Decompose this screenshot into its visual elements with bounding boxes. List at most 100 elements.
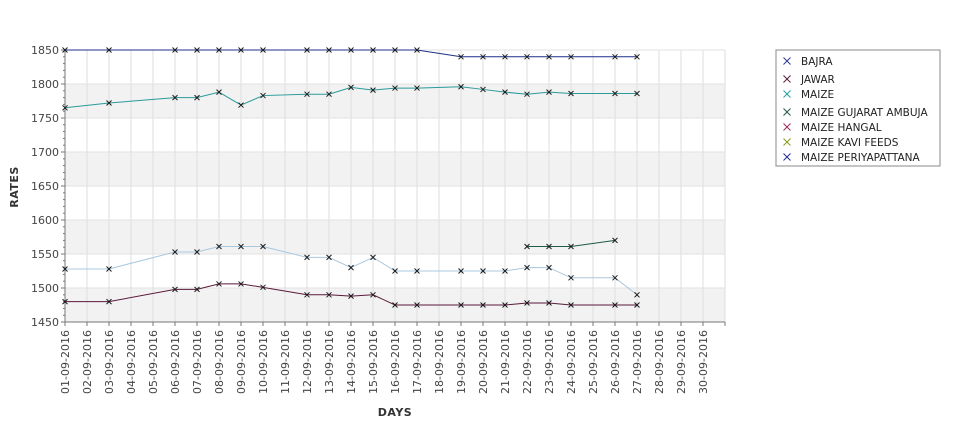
x-tick-label: 21-09-2016 <box>499 330 512 394</box>
marker-stroke <box>502 89 508 96</box>
data-point <box>568 90 574 97</box>
data-point <box>62 47 68 53</box>
data-point <box>612 90 618 97</box>
marker-stroke <box>783 153 791 161</box>
data-point <box>524 91 530 98</box>
data-point <box>480 302 486 308</box>
data-point <box>62 266 68 272</box>
marker-stroke <box>458 53 464 60</box>
x-tick-label: 27-09-2016 <box>631 330 644 394</box>
data-point <box>304 254 310 261</box>
marker-stroke <box>458 268 464 274</box>
series-maize <box>62 83 640 111</box>
marker-stroke <box>568 302 574 308</box>
x-tick-label: 18-09-2016 <box>433 330 446 394</box>
data-point <box>634 291 640 298</box>
marker-stroke <box>783 138 791 146</box>
marker-stroke <box>546 300 552 306</box>
data-point <box>546 53 552 60</box>
marker-stroke <box>62 266 68 272</box>
legend-label: BAJRA <box>801 56 833 68</box>
x-tick-label: 24-09-2016 <box>565 330 578 394</box>
data-point <box>502 268 508 274</box>
legend-marker-icon <box>783 153 791 161</box>
data-point <box>348 84 354 91</box>
legend-marker-icon <box>783 75 791 83</box>
marker-stroke <box>238 47 244 53</box>
legend-marker-icon <box>783 90 791 98</box>
marker-stroke <box>172 47 178 53</box>
data-point <box>172 286 178 293</box>
data-point <box>414 302 420 308</box>
legend-item: MAIZE PERIYAPATTANA <box>783 152 921 164</box>
x-tick-label: 01-09-2016 <box>59 330 72 394</box>
x-tick-label: 19-09-2016 <box>455 330 468 394</box>
marker-stroke <box>106 100 112 106</box>
data-point <box>260 47 266 53</box>
legend-item: MAIZE HANGAL <box>783 122 882 134</box>
data-point <box>612 274 618 281</box>
marker-stroke <box>524 243 530 250</box>
marker-stroke <box>238 102 244 108</box>
data-point <box>502 89 508 96</box>
marker-stroke <box>106 298 112 305</box>
data-point <box>370 254 376 261</box>
series-unlabeled <box>62 243 640 298</box>
data-point <box>568 53 574 60</box>
marker-stroke <box>524 264 530 271</box>
marker-stroke <box>524 300 530 306</box>
data-point <box>480 268 486 274</box>
x-tick-label: 20-09-2016 <box>477 330 490 394</box>
marker-stroke <box>414 268 420 274</box>
data-point <box>546 264 552 271</box>
data-point <box>392 268 398 274</box>
marker-stroke <box>414 85 420 91</box>
data-point <box>524 264 530 271</box>
marker-stroke <box>502 302 508 308</box>
marker-stroke <box>260 243 266 250</box>
x-tick-label: 05-09-2016 <box>147 330 160 394</box>
marker-stroke <box>612 302 618 308</box>
marker-stroke <box>634 302 640 308</box>
legend-label: MAIZE HANGAL <box>801 122 882 134</box>
marker-stroke <box>194 94 200 101</box>
data-point <box>106 298 112 305</box>
marker-stroke <box>568 90 574 97</box>
data-point <box>194 286 200 293</box>
x-tick-label: 02-09-2016 <box>81 330 94 394</box>
marker-stroke <box>304 91 310 98</box>
legend-label: MAIZE PERIYAPATTANA <box>801 152 921 164</box>
marker-stroke <box>348 47 354 53</box>
y-tick-label: 1600 <box>31 214 59 227</box>
marker-stroke <box>348 293 354 300</box>
series-maize-gujarat-ambuja <box>524 237 618 250</box>
marker-stroke <box>304 47 310 53</box>
marker-stroke <box>216 47 222 53</box>
data-point <box>546 243 552 250</box>
legend-item: MAIZE GUJARAT AMBUJA <box>783 107 928 119</box>
legend-label: MAIZE KAVI FEEDS <box>801 137 899 149</box>
marker-stroke <box>326 291 332 298</box>
marker-stroke <box>238 281 244 287</box>
y-tick-label: 1700 <box>31 146 59 159</box>
data-point <box>194 47 200 53</box>
marker-stroke <box>783 75 791 83</box>
marker-stroke <box>370 291 376 298</box>
data-point <box>62 104 68 111</box>
y-tick-label: 1800 <box>31 78 59 91</box>
data-point <box>502 302 508 308</box>
legend: BAJRA JAWAR MAIZE MAIZE GUJARAT AMBUJA MAIZE… <box>775 49 941 167</box>
x-tick-label: 13-09-2016 <box>323 330 336 394</box>
data-point <box>238 47 244 53</box>
data-point <box>612 302 618 308</box>
data-point <box>260 243 266 250</box>
y-axis-title: RATES <box>8 166 21 208</box>
marker-stroke <box>326 91 332 98</box>
tick-labels: 1450 1500 1550 1600 1650 1700 1750 1800 1850 01-0… <box>31 44 710 394</box>
marker-stroke <box>304 254 310 261</box>
x-tick-label: 11-09-2016 <box>279 330 292 394</box>
x-tick-label: 26-09-2016 <box>609 330 622 394</box>
data-point <box>392 302 398 308</box>
data-point <box>392 85 398 91</box>
data-point <box>370 291 376 298</box>
